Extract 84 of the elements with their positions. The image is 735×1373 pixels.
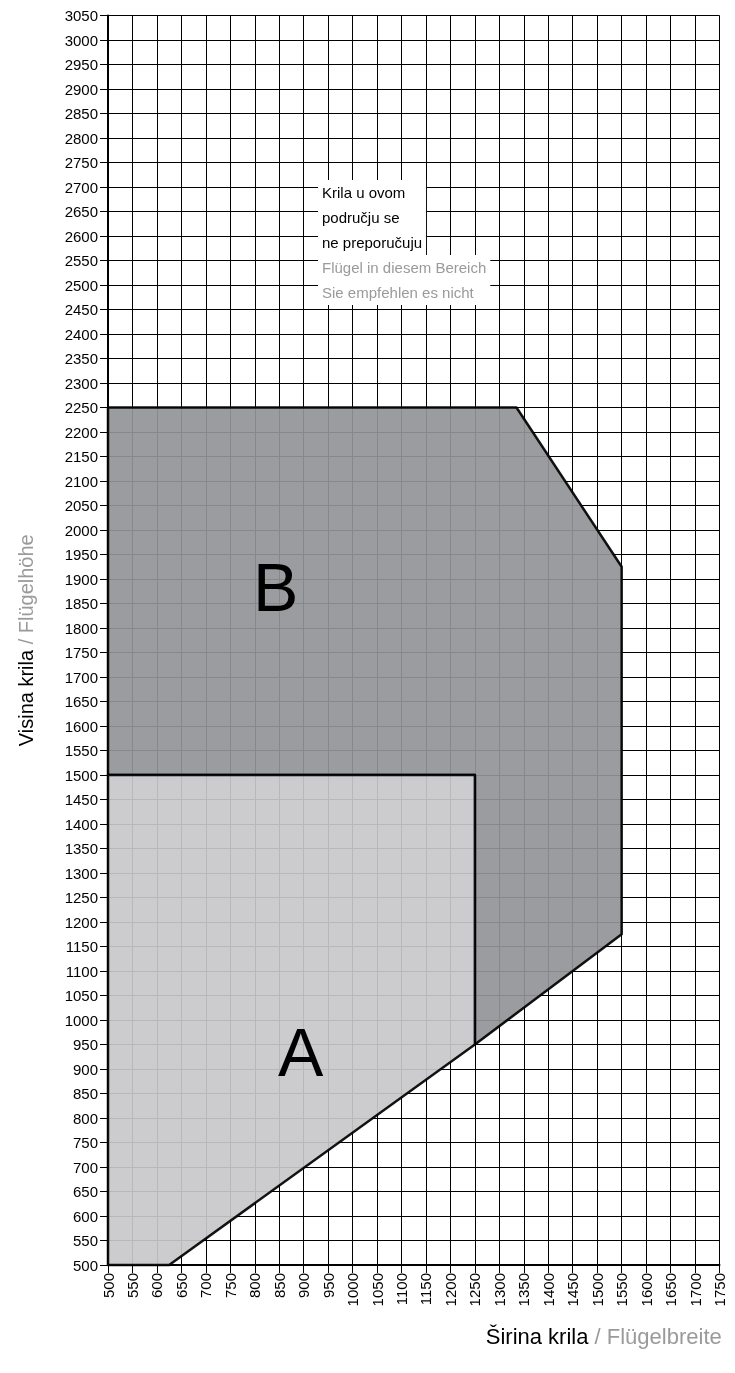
- x-axis-title: Širina krila / Flügelbreite: [485, 1323, 722, 1349]
- x-tick-label: 1500: [588, 1273, 606, 1307]
- x-tick-label: 850: [270, 1273, 288, 1299]
- y-tick-label: 1350: [64, 840, 98, 857]
- x-tick-label: 1400: [539, 1273, 557, 1307]
- y-tick-label: 2900: [64, 80, 98, 98]
- y-tick-label: 2300: [64, 374, 98, 392]
- y-tick-label: 2450: [64, 301, 98, 318]
- y-tick-label: 1400: [64, 815, 98, 833]
- y-tick-label: 2400: [64, 325, 98, 343]
- y-tick-label: 1650: [64, 693, 98, 710]
- y-tick-label: 900: [72, 1060, 98, 1078]
- x-tick-label: 1650: [662, 1273, 680, 1307]
- y-tick-label: 1050: [64, 987, 98, 1004]
- x-tick-label: 1100: [393, 1273, 411, 1306]
- x-tick-label: 1150: [417, 1273, 435, 1306]
- x-tick-label: 500: [99, 1273, 117, 1299]
- y-tick-label: 1800: [64, 619, 98, 637]
- x-tick-label: 1700: [686, 1273, 704, 1307]
- y-tick-label: 1700: [64, 668, 98, 686]
- y-tick-label: 550: [72, 1232, 98, 1249]
- x-tick-label: 1600: [637, 1273, 655, 1307]
- x-tick-label: 750: [221, 1273, 239, 1299]
- x-tick-label: 600: [148, 1273, 166, 1299]
- y-tick-label: 1750: [64, 644, 98, 661]
- x-tick-label: 800: [246, 1273, 264, 1299]
- x-tick-label: 1200: [441, 1273, 459, 1307]
- x-tick-label: 1250: [466, 1273, 484, 1307]
- x-tick-label: 1750: [711, 1273, 728, 1307]
- y-tick-label: 750: [72, 1134, 98, 1151]
- x-tick-label: 1300: [490, 1273, 508, 1307]
- y-tick-label: 2750: [64, 154, 98, 171]
- y-tick-label: 2800: [64, 129, 98, 147]
- y-tick-label: 2650: [64, 203, 98, 220]
- y-tick-label: 1900: [64, 570, 98, 588]
- y-tick-label: 850: [72, 1085, 98, 1102]
- x-tick-label: 1050: [368, 1273, 386, 1307]
- y-tick-label: 1200: [64, 913, 98, 931]
- y-tick-label: 2950: [64, 56, 98, 73]
- x-tick-label: 1550: [613, 1273, 631, 1307]
- y-tick-label: 2000: [64, 521, 98, 539]
- y-tick-label: 2550: [64, 252, 98, 269]
- y-tick-label: 800: [72, 1109, 98, 1127]
- y-tick-label: 1500: [64, 766, 98, 784]
- y-tick-label: 2600: [64, 227, 98, 245]
- y-tick-label: 600: [72, 1207, 98, 1225]
- annotation: Flügel in diesem Bereich Sie empfehlen es nicht: [322, 259, 487, 301]
- x-tick-label: 950: [319, 1273, 337, 1299]
- y-tick-label: 2200: [64, 423, 98, 441]
- y-tick-label: 2700: [64, 178, 98, 196]
- y-tick-label: 2250: [64, 399, 98, 416]
- x-tick-label: 900: [295, 1273, 313, 1299]
- y-tick-label: 1950: [64, 546, 98, 563]
- y-tick-label: 1150: [65, 938, 98, 955]
- x-tick-label: 1350: [515, 1273, 533, 1307]
- y-tick-label: 2350: [64, 350, 98, 367]
- y-tick-label: 2050: [64, 497, 98, 514]
- y-tick-label: 1300: [64, 864, 98, 882]
- annotation: Krila u ovom području se ne preporučuju: [322, 184, 423, 251]
- x-tick-label: 550: [123, 1273, 141, 1299]
- y-tick-label: 2150: [64, 448, 98, 465]
- x-tick-label: 700: [197, 1273, 215, 1299]
- annotation: B: [253, 549, 299, 625]
- x-tick-label: 1000: [344, 1273, 362, 1307]
- y-tick-label: 2850: [64, 105, 98, 122]
- y-tick-label: 3000: [64, 31, 98, 49]
- y-tick-label: 1100: [65, 962, 98, 980]
- y-tick-label: 950: [72, 1036, 98, 1053]
- x-tick-label: 1450: [564, 1273, 582, 1307]
- y-tick-label: 650: [72, 1183, 98, 1200]
- y-axis-title: Visina krila / Flügelhöhe: [15, 534, 37, 747]
- y-tick-label: 1450: [64, 791, 98, 808]
- y-tick-label: 3050: [64, 7, 98, 24]
- y-tick-label: 1850: [64, 595, 98, 612]
- y-tick-label: 700: [72, 1158, 98, 1176]
- y-tick-label: 500: [72, 1256, 98, 1274]
- y-tick-label: 1600: [64, 717, 98, 735]
- y-tick-label: 1550: [64, 742, 98, 759]
- annotation: A: [278, 1014, 324, 1090]
- y-tick-label: 1000: [64, 1011, 98, 1029]
- y-tick-label: 2500: [64, 276, 98, 294]
- y-tick-label: 2100: [64, 472, 98, 490]
- y-tick-label: 1250: [64, 889, 98, 906]
- x-tick-label: 650: [172, 1273, 190, 1299]
